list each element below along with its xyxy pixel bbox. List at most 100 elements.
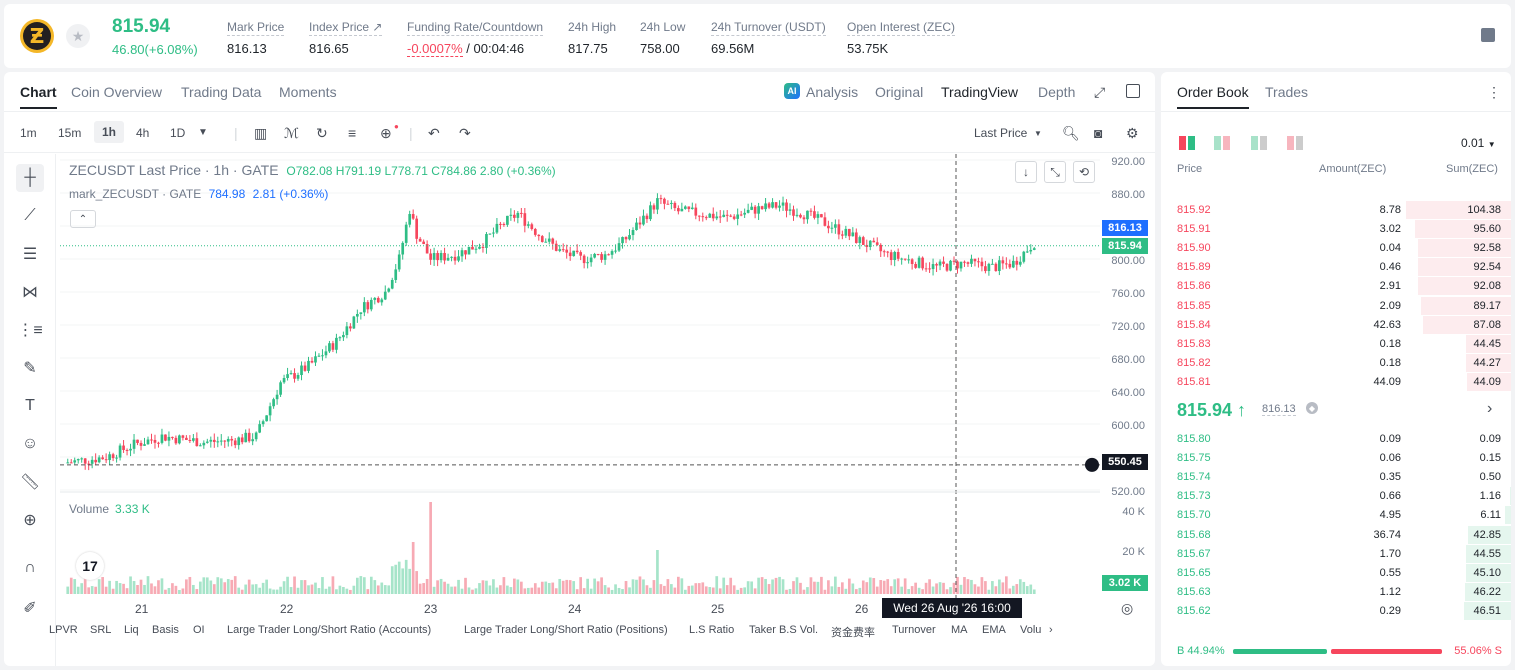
indicator-item[interactable]: MA	[951, 624, 968, 636]
indicator-item[interactable]: Volu	[1020, 624, 1042, 636]
orderbook-row[interactable]: 815.83 0.18 44.45	[1161, 334, 1511, 353]
indicator-item[interactable]: SRL	[90, 624, 112, 636]
candles-icon[interactable]: ▥	[254, 125, 268, 141]
orderbook-row[interactable]: 815.62 0.29 46.51	[1161, 601, 1511, 620]
tab-trades[interactable]: Trades	[1265, 84, 1309, 100]
stat-index-price[interactable]: Index Price ↗ 816.65	[309, 18, 383, 56]
orderbook-row[interactable]: 815.89 0.46 92.54	[1161, 257, 1511, 277]
tab-moments[interactable]: Moments	[279, 84, 337, 100]
emoji-icon[interactable]: ☺	[21, 435, 39, 452]
orderbook-row[interactable]: 815.63 1.12 46.22	[1161, 582, 1511, 601]
view-depth[interactable]: Depth	[1038, 84, 1076, 100]
ai-analysis-icon[interactable]: AI	[784, 83, 800, 99]
tf-1m[interactable]: 1m	[20, 126, 37, 140]
reset-icon[interactable]: ⟲	[1073, 161, 1095, 183]
stat-funding-rate[interactable]: Funding Rate/Countdown -0.0007% / 00:04:…	[407, 18, 544, 57]
tf-4h[interactable]: 4h	[136, 126, 150, 140]
settings-circle-icon[interactable]: ◎	[1121, 600, 1134, 616]
tab-order-book[interactable]: Order Book	[1177, 84, 1249, 109]
shield-icon[interactable]: ◆	[1306, 402, 1318, 414]
undo-icon[interactable]: ↶	[428, 125, 440, 141]
stat-open-interest[interactable]: Open Interest (ZEC) 53.75K	[847, 18, 956, 56]
orderbook-row[interactable]: 815.73 0.66 1.16	[1161, 486, 1511, 506]
chevron-right-icon[interactable]: ›	[1487, 400, 1493, 417]
indicator-item[interactable]: L.S Ratio	[689, 624, 735, 636]
crosshair-plus-icon[interactable]	[1085, 457, 1099, 472]
tf-1h[interactable]: 1h	[94, 121, 125, 143]
precision-select[interactable]: 0.01 ▼	[1461, 136, 1496, 150]
chevron-right-icon[interactable]: ›	[1049, 624, 1053, 636]
orderbook-row[interactable]: 815.84 42.63 87.08	[1161, 315, 1511, 334]
orderbook-row[interactable]: 815.67 1.70 44.55	[1161, 544, 1511, 563]
redo-icon[interactable]: ↷	[459, 125, 471, 141]
gear-icon[interactable]: ⚙	[1126, 125, 1139, 141]
price-type-select[interactable]: Last Price	[974, 126, 1028, 140]
crosshair-icon[interactable]: ┼	[16, 164, 44, 192]
orderbook-row[interactable]: 815.86 2.91 92.08	[1161, 276, 1511, 296]
stat-mark-price[interactable]: Mark Price 816.13	[227, 18, 285, 56]
template-icon[interactable]: ≡	[348, 125, 357, 141]
stat-24h-turnover[interactable]: 24h Turnover (USDT) 69.56M	[711, 18, 826, 56]
text-icon[interactable]: T	[25, 397, 35, 414]
tf-15m[interactable]: 15m	[58, 126, 82, 140]
horizontal-lines-icon[interactable]: ☰	[22, 246, 38, 263]
zoom-in-icon[interactable]: ⊕	[23, 512, 37, 529]
orderbook-row[interactable]: 815.70 4.95 6.11	[1161, 505, 1511, 525]
orderbook-row[interactable]: 815.75 0.06 0.15	[1161, 448, 1511, 468]
trend-line-icon[interactable]: ⟋	[24, 207, 36, 224]
book-icon[interactable]	[1481, 28, 1495, 42]
scroll-down-icon[interactable]: ↓	[1015, 161, 1037, 183]
indicator-item[interactable]: OI	[193, 624, 205, 636]
fit-icon[interactable]: ⤡	[1044, 161, 1066, 183]
ruler-icon[interactable]: 📏︎	[19, 474, 41, 491]
camera-icon[interactable]: ◙	[1094, 125, 1103, 141]
orderbook-row[interactable]: 815.82 0.18 44.27	[1161, 353, 1511, 372]
tab-trading-data[interactable]: Trading Data	[181, 84, 262, 100]
view-original[interactable]: Original	[875, 84, 924, 100]
more-vertical-icon[interactable]: ⋮	[1487, 84, 1501, 100]
indicator-item[interactable]: Taker B.S Vol.	[749, 624, 819, 636]
orderbook-row[interactable]: 815.92 8.78 104.38	[1161, 200, 1511, 219]
magnet-icon[interactable]: ∩	[24, 559, 36, 576]
orderbook-row[interactable]: 815.74 0.35 0.50	[1161, 467, 1511, 487]
orderbook-row[interactable]: 815.80 0.09 0.09	[1161, 429, 1511, 448]
view-analysis[interactable]: Analysis	[806, 84, 859, 100]
indicator-item[interactable]: EMA	[982, 624, 1006, 636]
expand-icon[interactable]: ⤢	[1094, 84, 1106, 100]
indicator-item[interactable]: LPVR	[49, 624, 78, 636]
chevron-down-icon[interactable]: ▼	[1034, 129, 1042, 138]
pattern-icon[interactable]: ⋈	[22, 284, 38, 301]
layout-both-icon[interactable]	[1179, 136, 1195, 150]
indicator-item[interactable]: Basis	[152, 624, 179, 636]
timeframe-dropdown-icon[interactable]: ▼	[198, 127, 208, 138]
indicator-item[interactable]: Liq	[124, 624, 139, 636]
candlestick-chart[interactable]	[60, 154, 1100, 598]
orderbook-row[interactable]: 815.91 3.02 95.60	[1161, 219, 1511, 239]
search-icon[interactable]: 🔍︎	[1062, 125, 1080, 141]
brush-icon[interactable]: ✎	[23, 360, 37, 377]
indicator-item[interactable]: Turnover	[892, 624, 936, 636]
pencil-icon[interactable]: ✐	[23, 600, 37, 617]
price-axis[interactable]: 920.00880.00840.00800.00760.00720.00680.…	[1100, 154, 1155, 598]
view-tradingview[interactable]: TradingView	[941, 84, 1019, 100]
indicators-icon[interactable]: ℳ	[284, 125, 299, 141]
window-icon[interactable]	[1126, 84, 1140, 98]
layout-alt-icon[interactable]	[1287, 136, 1303, 150]
tab-coin-overview[interactable]: Coin Overview	[71, 84, 163, 100]
orderbook-row[interactable]: 815.85 2.09 89.17	[1161, 296, 1511, 315]
tf-1d[interactable]: 1D	[170, 126, 186, 140]
orderbook-row[interactable]: 815.81 44.09 44.09	[1161, 372, 1511, 391]
orderbook-row[interactable]: 815.65 0.55 45.10	[1161, 563, 1511, 582]
collapse-legend-button[interactable]: ⌃	[70, 210, 96, 228]
orderbook-row[interactable]: 815.90 0.04 92.58	[1161, 238, 1511, 258]
replay-icon[interactable]: ↻	[316, 125, 328, 141]
favorite-star-icon[interactable]: ★	[66, 24, 90, 48]
add-plus-icon[interactable]: ⊕	[380, 125, 392, 141]
indicator-item[interactable]: 资金费率	[831, 627, 875, 639]
layout-asks-icon[interactable]	[1251, 136, 1267, 150]
orderbook-row[interactable]: 815.68 36.74 42.85	[1161, 525, 1511, 544]
fib-icon[interactable]: ⋮≡	[17, 322, 43, 339]
indicator-item[interactable]: Large Trader Long/Short Ratio (Accounts)	[227, 624, 432, 636]
indicator-item[interactable]: Large Trader Long/Short Ratio (Positions…	[464, 624, 668, 636]
layout-bids-icon[interactable]	[1214, 136, 1230, 150]
